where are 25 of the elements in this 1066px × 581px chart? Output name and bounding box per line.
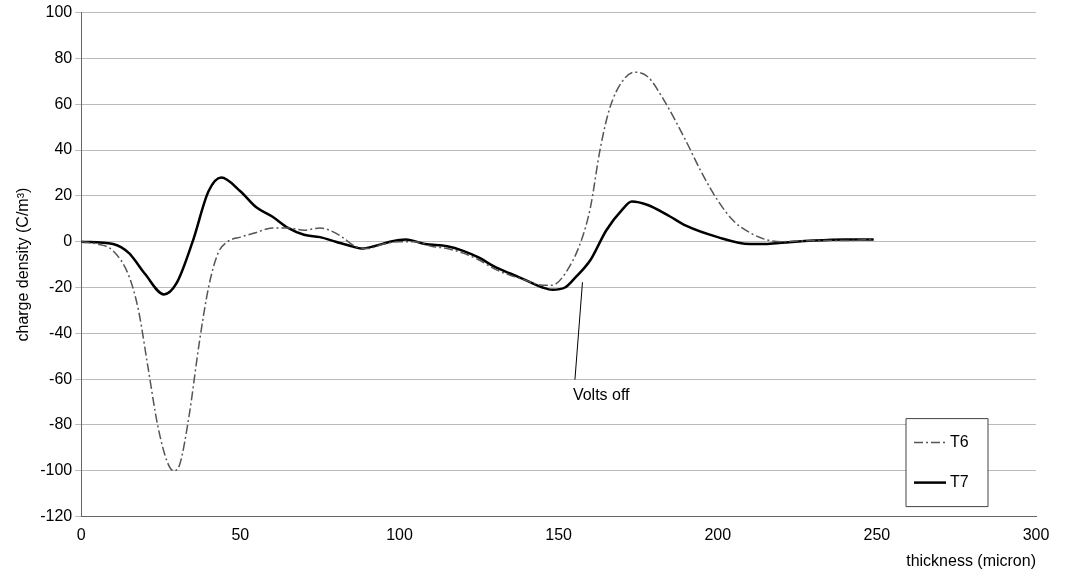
y-tick-label: 80 — [54, 48, 73, 66]
y-tick-label: 0 — [63, 232, 73, 250]
x-tick-label: 50 — [231, 525, 250, 543]
y-axis-title: charge density (C/m³) — [14, 187, 32, 342]
y-tick-label: -120 — [40, 507, 73, 525]
annotation: Volts off — [572, 386, 631, 404]
x-tick-label: 150 — [545, 525, 573, 543]
legend-label: T7 — [950, 473, 969, 491]
y-tick-label: 40 — [54, 140, 73, 158]
x-axis-title: thickness (micron) — [906, 551, 1036, 569]
x-tick-label: 250 — [863, 525, 891, 543]
legend-label: T6 — [950, 433, 969, 451]
y-tick-label: 60 — [54, 94, 73, 112]
y-tick-label: 100 — [45, 3, 73, 21]
x-tick-label: 200 — [704, 525, 732, 543]
y-tick-label: -100 — [40, 461, 73, 479]
y-tick-label: -80 — [49, 415, 73, 433]
x-tick-label: 300 — [1022, 525, 1050, 543]
y-tick-label: -40 — [49, 323, 73, 341]
x-tick-label: 0 — [76, 525, 86, 543]
x-tick-label: 100 — [386, 525, 413, 543]
y-tick-label: -60 — [49, 369, 73, 387]
line-series — [81, 176, 875, 296]
y-tick-label: 20 — [54, 186, 73, 204]
y-tick-label: -20 — [49, 277, 73, 295]
